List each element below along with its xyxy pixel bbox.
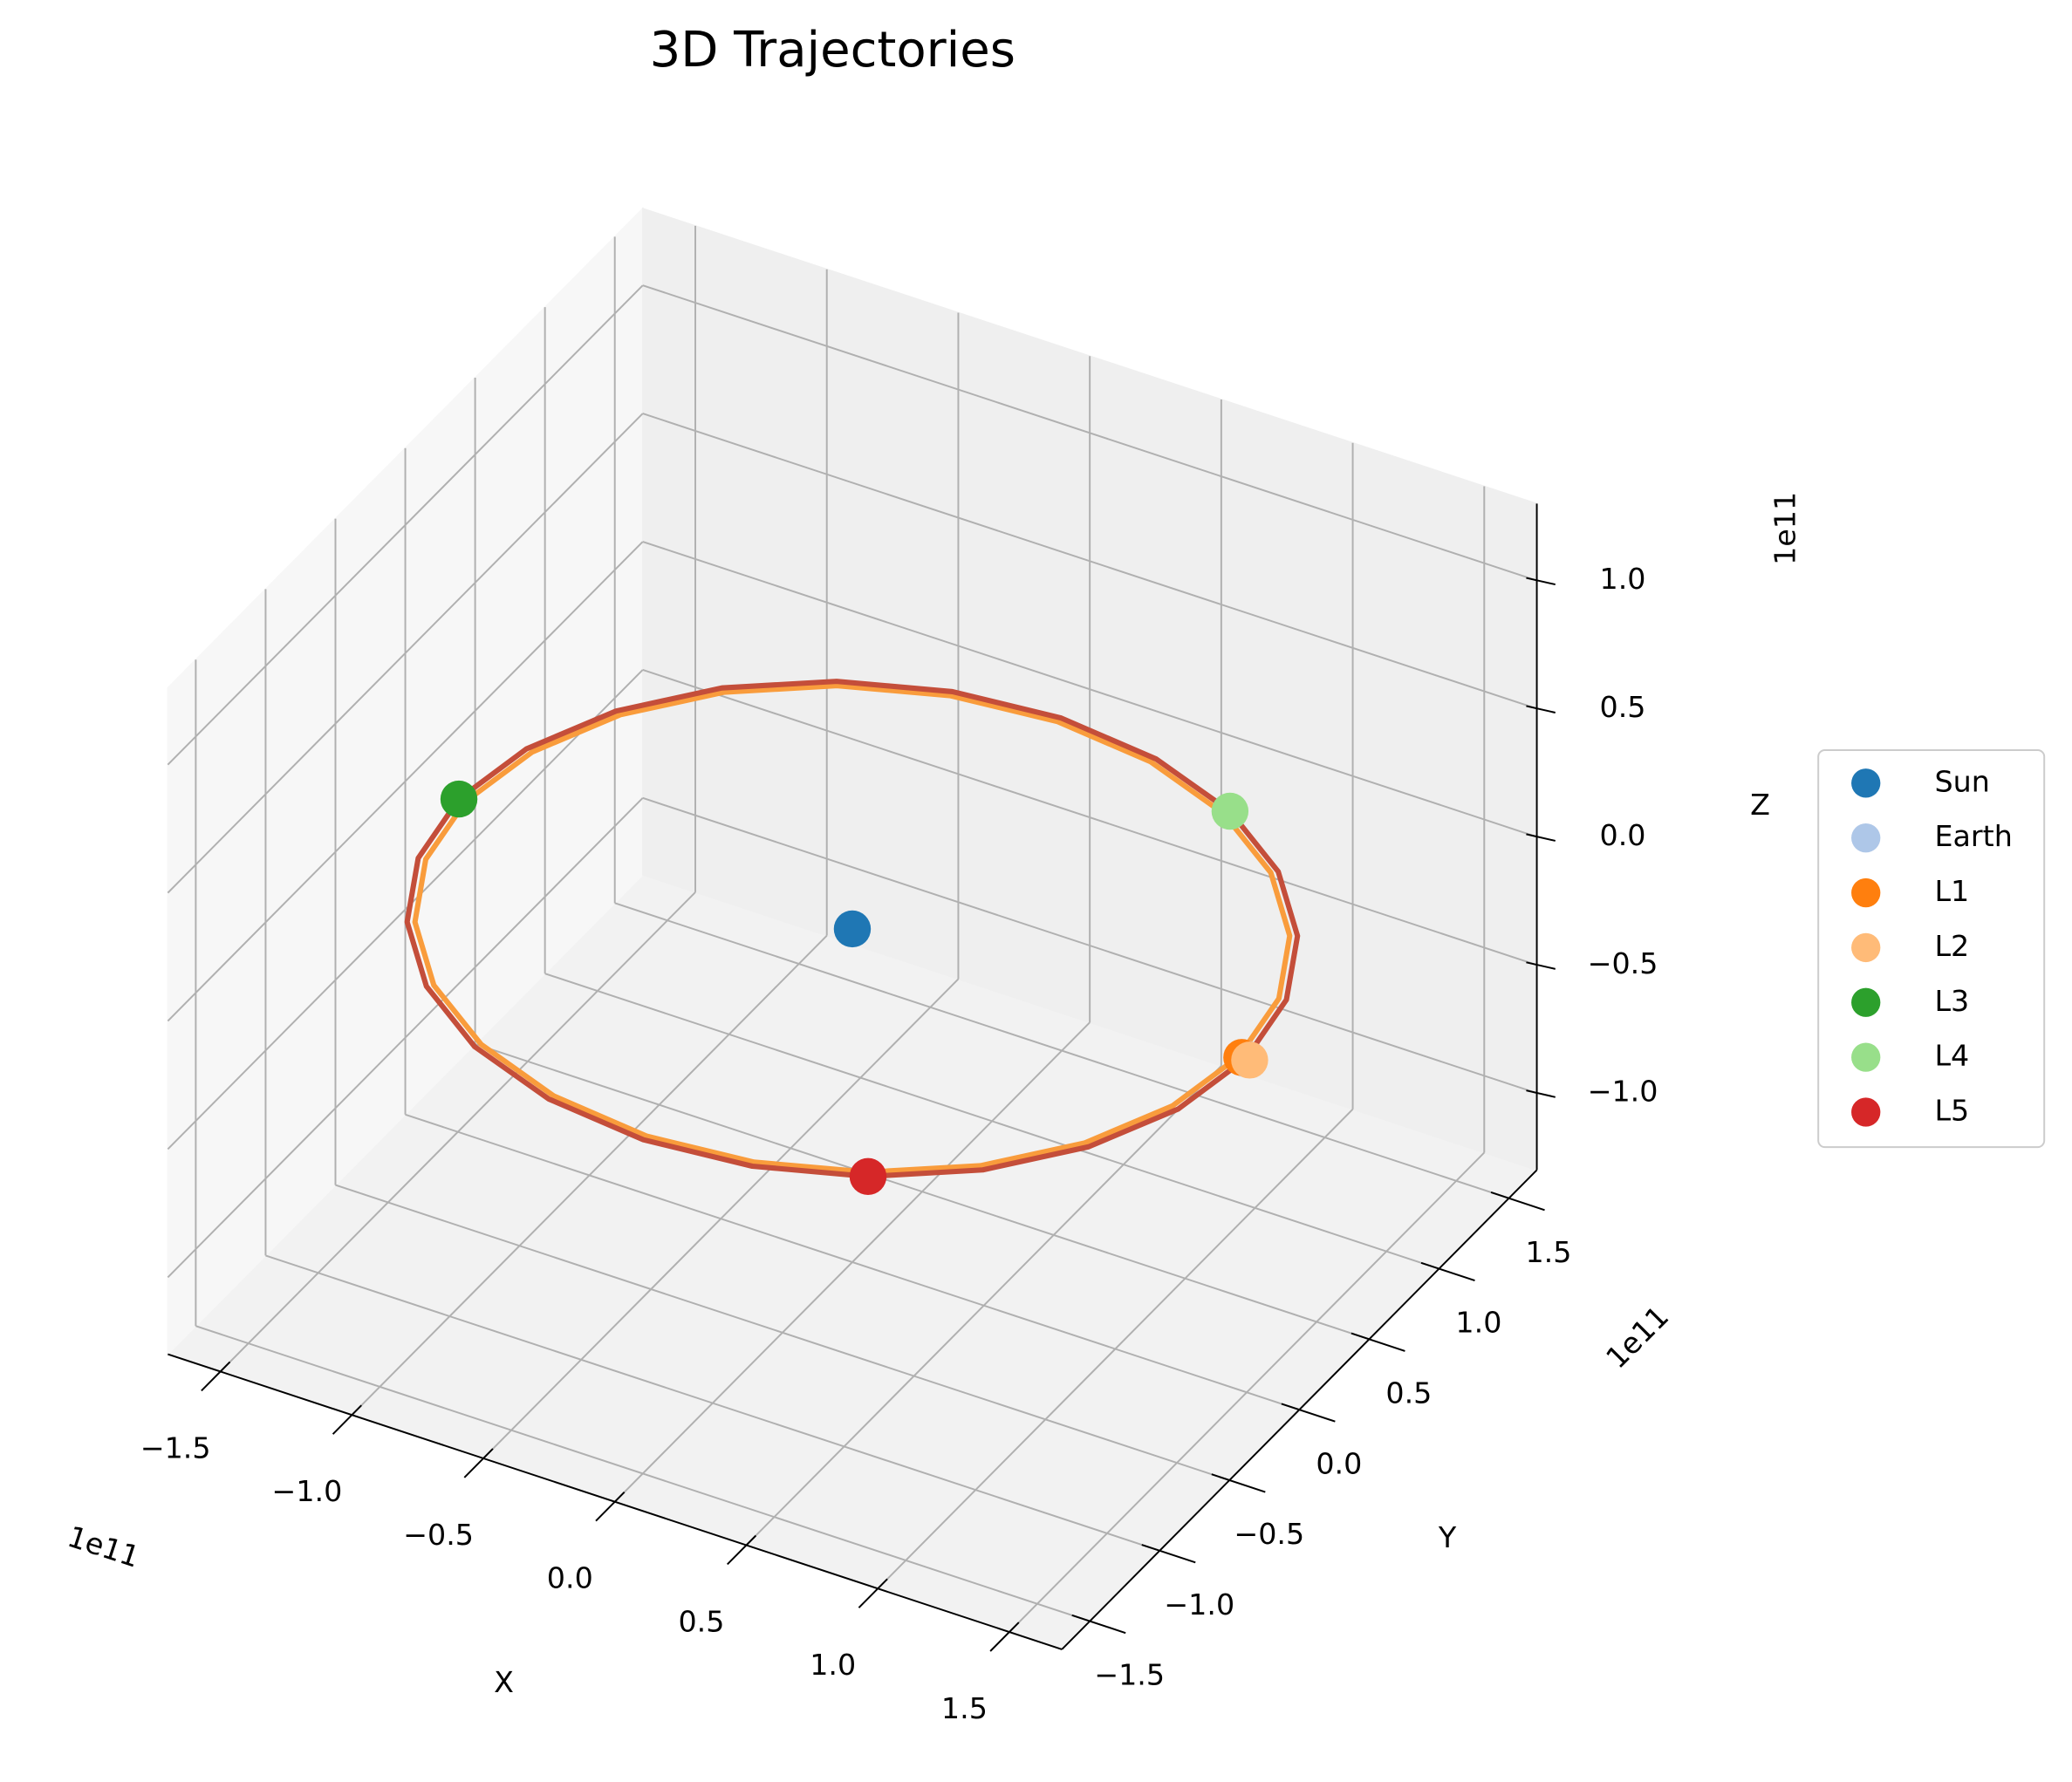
- x-tick-label: −0.5: [403, 1518, 474, 1552]
- legend-label: Sun: [1934, 764, 1989, 798]
- z-tick: [1526, 1089, 1556, 1098]
- x-tick-label: −1.0: [271, 1474, 342, 1508]
- y-offset-label: 1e11: [1599, 1299, 1675, 1375]
- legend-marker: [1851, 768, 1881, 798]
- grid-line: [335, 1184, 1230, 1481]
- body-marker: [1211, 792, 1249, 830]
- z-tick: [1526, 833, 1556, 842]
- grid-line: [475, 1043, 1370, 1341]
- y-tick: [1071, 1614, 1126, 1635]
- x-tick-label: 1.0: [810, 1648, 856, 1682]
- grid-line: [642, 796, 1537, 1095]
- z-tick-label: 1.0: [1600, 562, 1646, 596]
- y-tick-label: 0.5: [1385, 1376, 1432, 1410]
- x-tick-label: 1.5: [941, 1691, 988, 1725]
- x-tick: [201, 1361, 231, 1392]
- x-tick-label: 0.5: [678, 1604, 724, 1638]
- y-tick-label: 1.0: [1455, 1306, 1501, 1340]
- legend-label: L1: [1934, 874, 1969, 908]
- x-offset-label: 1e11: [64, 1519, 144, 1574]
- legend-label: L4: [1934, 1039, 1969, 1073]
- legend-marker: [1851, 1042, 1881, 1072]
- x-tick: [858, 1578, 888, 1608]
- legend-marker: [1851, 877, 1881, 908]
- grid-line: [167, 284, 644, 766]
- grid-line: [544, 973, 1439, 1270]
- grid-line: [265, 1254, 1160, 1552]
- y-tick-label: −0.5: [1234, 1517, 1304, 1551]
- body-marker: [849, 1157, 887, 1196]
- grid-line: [642, 541, 1537, 838]
- x-axis-label: X: [494, 1665, 514, 1699]
- y-tick: [1490, 1191, 1545, 1212]
- z-axis-label: Z: [1750, 788, 1770, 822]
- y-tick-label: −1.0: [1164, 1587, 1234, 1622]
- legend-label: Earth: [1934, 819, 2012, 853]
- x-tick: [332, 1404, 362, 1435]
- grid-line: [405, 1113, 1300, 1411]
- y-tick: [1211, 1473, 1266, 1493]
- legend-marker: [1851, 823, 1881, 853]
- z-tick-label: −0.5: [1588, 946, 1658, 980]
- y-tick: [1351, 1332, 1405, 1352]
- z-tick-label: 0.0: [1600, 818, 1646, 852]
- z-tick: [1526, 577, 1556, 586]
- grid-line: [167, 541, 644, 1022]
- grid-line: [167, 797, 644, 1279]
- body-marker: [440, 780, 478, 818]
- chart-title: 3D Trajectories: [650, 22, 1015, 79]
- z-tick-label: 0.5: [1600, 690, 1646, 724]
- y-tick: [1141, 1544, 1196, 1564]
- x-tick: [595, 1492, 626, 1522]
- z-tick: [1526, 961, 1556, 970]
- y-tick: [1420, 1261, 1475, 1282]
- legend-label: L2: [1934, 929, 1969, 963]
- y-tick: [1281, 1403, 1336, 1423]
- x-tick-label: −1.5: [140, 1430, 211, 1465]
- x-tick: [727, 1534, 757, 1566]
- legend-marker: [1851, 932, 1881, 963]
- grid-line: [195, 1325, 1091, 1622]
- grid-line: [614, 902, 1509, 1199]
- z-tick-label: −1.0: [1588, 1075, 1658, 1109]
- x-tick-label: 0.0: [547, 1561, 593, 1595]
- grid-line: [167, 413, 644, 894]
- legend-marker: [1851, 987, 1881, 1017]
- y-tick-label: −1.5: [1094, 1658, 1165, 1692]
- grid-line: [167, 669, 644, 1150]
- y-axis-label: Y: [1438, 1520, 1457, 1554]
- grid-line: [642, 413, 1537, 710]
- legend-marker: [1851, 1097, 1881, 1127]
- body-marker: [833, 910, 872, 948]
- body-marker: [1231, 1041, 1269, 1079]
- grid-line: [642, 669, 1537, 966]
- x-tick: [989, 1622, 1020, 1652]
- legend-label: L3: [1934, 984, 1969, 1018]
- z-tick: [1526, 705, 1556, 713]
- z-offset-label: 1e11: [1768, 492, 1802, 565]
- x-tick: [463, 1448, 494, 1478]
- grid-line: [642, 284, 1537, 582]
- y-tick-label: 1.5: [1525, 1235, 1571, 1269]
- y-tick-label: 0.0: [1316, 1446, 1362, 1480]
- legend-label: L5: [1934, 1093, 1969, 1127]
